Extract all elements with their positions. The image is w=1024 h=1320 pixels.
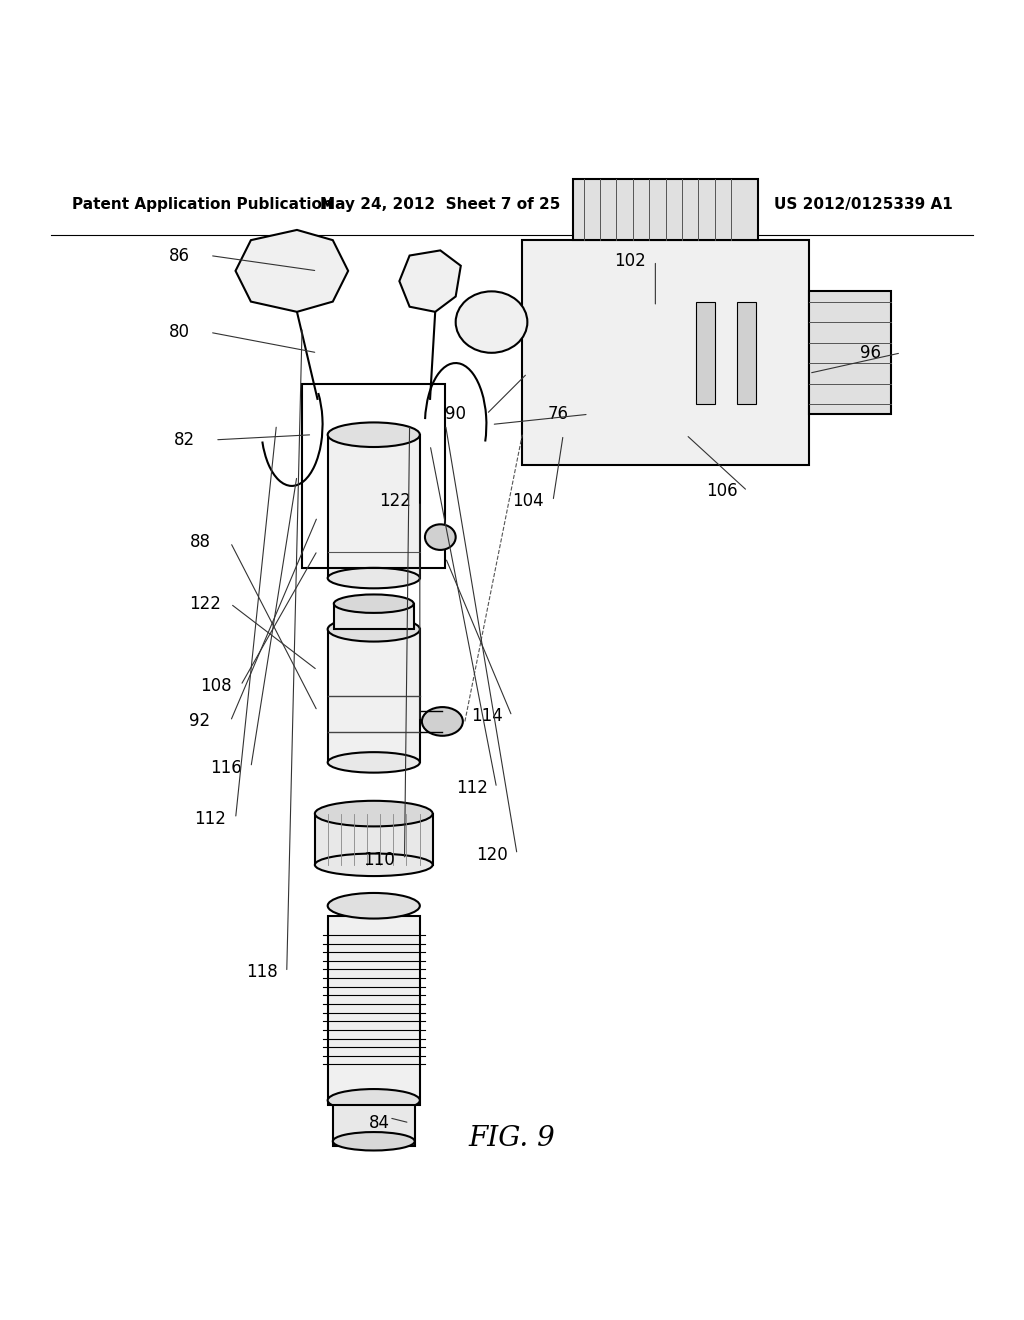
Bar [328, 434, 420, 578]
Polygon shape [236, 230, 348, 312]
Text: FIG. 9: FIG. 9 [469, 1125, 555, 1152]
Bar [696, 301, 715, 404]
Ellipse shape [334, 594, 414, 612]
Bar [328, 916, 420, 1105]
Bar [573, 178, 758, 240]
Ellipse shape [328, 616, 420, 642]
Text: 86: 86 [169, 247, 190, 264]
Ellipse shape [425, 524, 456, 550]
Ellipse shape [315, 801, 432, 826]
Text: US 2012/0125339 A1: US 2012/0125339 A1 [773, 197, 952, 211]
Text: 92: 92 [189, 713, 211, 730]
Text: 108: 108 [200, 677, 231, 694]
Text: 118: 118 [246, 964, 278, 981]
Text: 120: 120 [476, 846, 508, 863]
Bar [809, 292, 891, 414]
Ellipse shape [328, 892, 420, 919]
Bar [522, 240, 809, 466]
Text: 114: 114 [471, 708, 503, 725]
Text: 80: 80 [169, 323, 190, 342]
Text: 116: 116 [210, 759, 242, 776]
Text: 76: 76 [548, 405, 569, 424]
Bar [333, 1105, 415, 1146]
Bar [334, 603, 414, 630]
Ellipse shape [315, 854, 432, 876]
Polygon shape [399, 251, 461, 312]
Ellipse shape [328, 1089, 420, 1111]
Ellipse shape [456, 292, 527, 352]
Ellipse shape [328, 752, 420, 772]
Bar [302, 384, 445, 568]
Text: 104: 104 [512, 492, 544, 511]
Text: 112: 112 [195, 809, 226, 828]
Ellipse shape [422, 708, 463, 735]
Ellipse shape [328, 422, 420, 447]
Text: 106: 106 [707, 482, 738, 500]
Text: 84: 84 [369, 1114, 390, 1131]
Text: 90: 90 [445, 405, 467, 424]
Bar [315, 813, 432, 865]
Text: 122: 122 [189, 595, 221, 612]
Text: 88: 88 [189, 533, 211, 552]
Ellipse shape [328, 568, 420, 589]
Bar [328, 630, 420, 763]
Text: 110: 110 [364, 850, 395, 869]
Text: 112: 112 [456, 779, 487, 797]
Text: May 24, 2012  Sheet 7 of 25: May 24, 2012 Sheet 7 of 25 [321, 197, 560, 211]
Text: 82: 82 [174, 430, 196, 449]
Text: 122: 122 [379, 492, 411, 511]
Bar [737, 301, 756, 404]
Text: 96: 96 [860, 343, 882, 362]
Text: 102: 102 [614, 252, 646, 269]
Ellipse shape [333, 1133, 415, 1151]
Circle shape [594, 322, 655, 384]
Text: Patent Application Publication: Patent Application Publication [72, 197, 333, 211]
